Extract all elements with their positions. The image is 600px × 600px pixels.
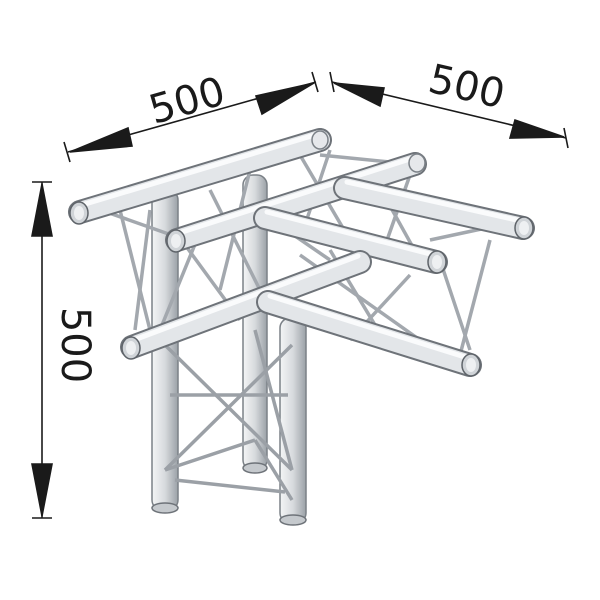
right-back-chord bbox=[333, 176, 535, 240]
dim-arrow-v-bottom bbox=[31, 463, 53, 517]
dimension-label-top-left: 500 bbox=[144, 68, 230, 133]
leg-bracing bbox=[163, 329, 294, 501]
top-back-chord bbox=[68, 128, 332, 225]
dim-arrow-tl-left bbox=[69, 126, 133, 153]
dim-arrow-tr-right bbox=[508, 118, 565, 139]
dimension-label-left: 500 bbox=[52, 307, 98, 383]
lower-left-chord bbox=[120, 250, 372, 360]
dim-arrow-tr-left bbox=[333, 82, 385, 108]
dim-arrow-tl-right bbox=[254, 82, 315, 116]
top-front-chord bbox=[165, 152, 427, 253]
lower-right-chord bbox=[256, 290, 482, 377]
chord-tubes bbox=[68, 128, 535, 377]
corner-cap-mid bbox=[408, 153, 426, 173]
dimension-label-top-right: 500 bbox=[424, 56, 509, 118]
corner-cap-top bbox=[311, 130, 329, 150]
dimension-lines bbox=[31, 71, 569, 519]
dim-arrow-v-top bbox=[31, 183, 53, 237]
right-front-chord bbox=[253, 206, 448, 274]
